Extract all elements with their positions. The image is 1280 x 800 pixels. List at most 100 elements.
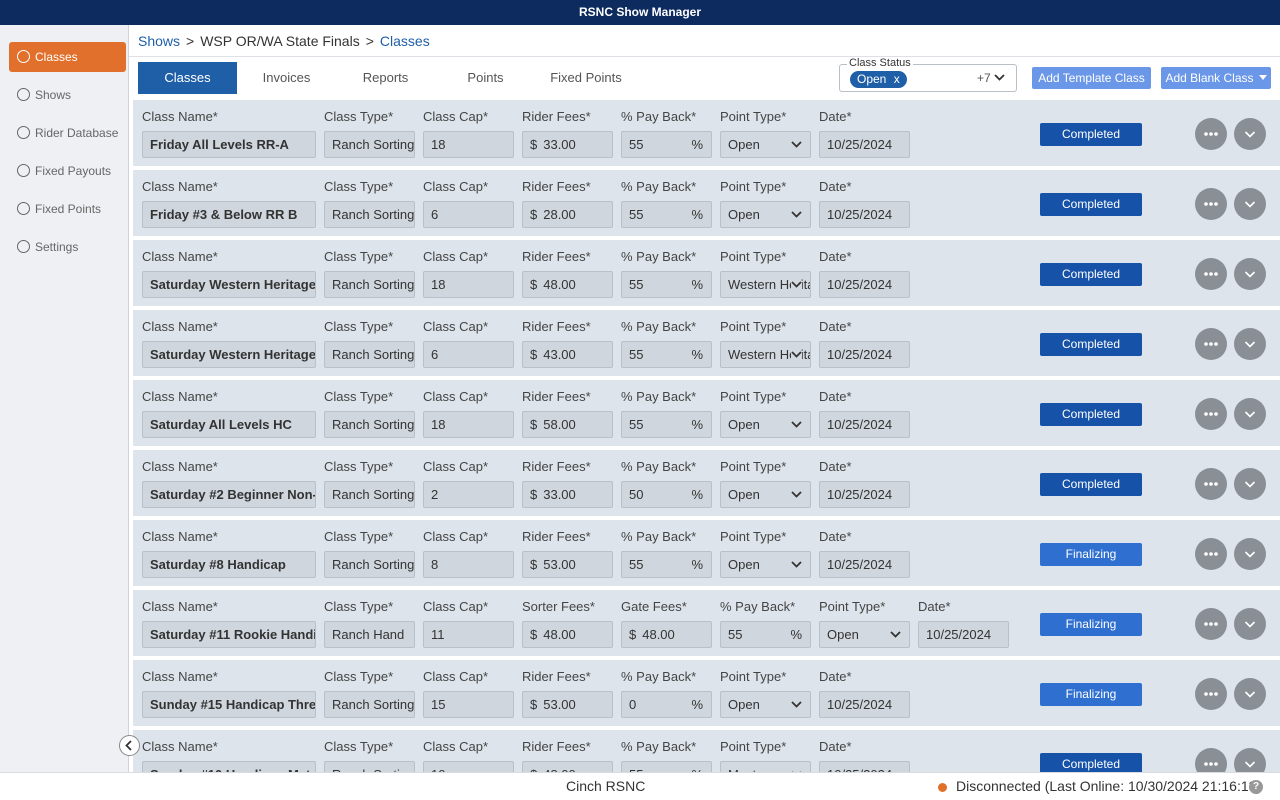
action-button[interactable]: Add Blank Class: [1161, 67, 1271, 89]
expand-button[interactable]: [1234, 188, 1266, 220]
filter-chip[interactable]: Open x: [850, 71, 907, 88]
field-input[interactable]: Ranch Sorting: [324, 201, 415, 228]
nav-item[interactable]: Classes: [9, 42, 126, 72]
status-badge[interactable]: Completed: [1040, 403, 1142, 426]
nav-item[interactable]: Fixed Points: [9, 194, 126, 224]
more-button[interactable]: [1195, 538, 1227, 570]
help[interactable]: ?: [1249, 780, 1263, 794]
more-button[interactable]: [1195, 608, 1227, 640]
field-input[interactable]: Friday #3 & Below RR B: [142, 201, 316, 228]
field-input[interactable]: Ranch Sorting: [324, 551, 415, 578]
tab[interactable]: Fixed Points: [550, 70, 622, 85]
field-input[interactable]: 55%: [621, 201, 712, 228]
field-input[interactable]: 10/25/2024: [918, 621, 1009, 648]
field-input[interactable]: $58.00: [522, 411, 613, 438]
field-input[interactable]: Open: [720, 201, 811, 228]
field-input[interactable]: 2: [423, 481, 514, 508]
field-input[interactable]: Open: [819, 621, 910, 648]
more-button[interactable]: [1195, 398, 1227, 430]
field-input[interactable]: 55%: [621, 341, 712, 368]
field-input[interactable]: 10/25/2024: [819, 341, 910, 368]
nav-item[interactable]: Rider Database: [9, 118, 126, 148]
field-input[interactable]: 6: [423, 201, 514, 228]
field-input[interactable]: Western Heritage: [720, 271, 811, 298]
nav-item[interactable]: Fixed Payouts: [9, 156, 126, 186]
status-badge[interactable]: Completed: [1040, 333, 1142, 356]
field-input[interactable]: Western Heritage: [720, 341, 811, 368]
status-badge[interactable]: Completed: [1040, 753, 1142, 772]
tab[interactable]: Points: [467, 70, 504, 85]
nav-item[interactable]: Shows: [9, 80, 126, 110]
field-input[interactable]: Saturday #2 Beginner Non-: [142, 481, 316, 508]
more-button[interactable]: [1195, 678, 1227, 710]
expand-button[interactable]: [1234, 678, 1266, 710]
tab[interactable]: Invoices: [262, 70, 311, 85]
status-badge[interactable]: Completed: [1040, 473, 1142, 496]
field-input[interactable]: Saturday Western Heritage: [142, 271, 316, 298]
expand-button[interactable]: [1234, 118, 1266, 150]
field-input[interactable]: 10/25/2024: [819, 271, 910, 298]
field-input[interactable]: Open: [720, 481, 811, 508]
field-input[interactable]: 55%: [720, 621, 811, 648]
field-input[interactable]: 10/25/2024: [819, 131, 910, 158]
field-input[interactable]: $48.00: [522, 761, 613, 772]
field-input[interactable]: Open: [720, 131, 811, 158]
field-input[interactable]: 10/25/2024: [819, 201, 910, 228]
tab[interactable]: Classes: [138, 62, 237, 94]
field-input[interactable]: Open: [720, 551, 811, 578]
expand-button[interactable]: [1234, 748, 1266, 772]
field-input[interactable]: Master: [720, 761, 811, 772]
field-input[interactable]: 10/25/2024: [819, 411, 910, 438]
field-input[interactable]: Ranch Sorting: [324, 691, 415, 718]
field-input[interactable]: 55%: [621, 271, 712, 298]
field-input[interactable]: Ranch Sorting: [324, 761, 415, 772]
field-input[interactable]: Saturday Western Heritage: [142, 341, 316, 368]
expand-button[interactable]: [1234, 608, 1266, 640]
field-input[interactable]: $43.00: [522, 341, 613, 368]
field-input[interactable]: Ranch Sorting: [324, 271, 415, 298]
nav-item[interactable]: Settings: [9, 232, 126, 262]
field-input[interactable]: Ranch Sorting: [324, 131, 415, 158]
field-input[interactable]: $33.00: [522, 131, 613, 158]
field-input[interactable]: 11: [423, 621, 514, 648]
field-input[interactable]: $48.00: [621, 621, 712, 648]
field-input[interactable]: Saturday #11 Rookie Handic: [142, 621, 316, 648]
field-input[interactable]: 18: [423, 131, 514, 158]
field-input[interactable]: 15: [423, 691, 514, 718]
more-button[interactable]: [1195, 748, 1227, 772]
field-input[interactable]: 10: [423, 761, 514, 772]
more-button[interactable]: [1195, 258, 1227, 290]
field-input[interactable]: $48.00: [522, 621, 613, 648]
field-input[interactable]: Friday All Levels RR-A: [142, 131, 316, 158]
field-input[interactable]: 55%: [621, 411, 712, 438]
field-input[interactable]: Ranch Sorting: [324, 411, 415, 438]
field-input[interactable]: 55%: [621, 551, 712, 578]
field-input[interactable]: Open: [720, 691, 811, 718]
expand-button[interactable]: [1234, 398, 1266, 430]
chip-remove[interactable]: x: [893, 72, 900, 86]
field-input[interactable]: 0%: [621, 691, 712, 718]
field-input[interactable]: $28.00: [522, 201, 613, 228]
collapse-button[interactable]: [119, 735, 140, 756]
status-badge[interactable]: Finalizing: [1040, 543, 1142, 566]
field-input[interactable]: Open: [720, 411, 811, 438]
field-input[interactable]: $53.00: [522, 691, 613, 718]
status-badge[interactable]: Finalizing: [1040, 683, 1142, 706]
tab[interactable]: Reports: [362, 70, 409, 85]
field-input[interactable]: 55%: [621, 131, 712, 158]
field-input[interactable]: 50%: [621, 481, 712, 508]
field-input[interactable]: 55%: [621, 761, 712, 772]
status-filter[interactable]: Class Status Open x +7: [839, 57, 1017, 92]
expand-button[interactable]: [1234, 468, 1266, 500]
expand-button[interactable]: [1234, 258, 1266, 290]
action-button[interactable]: Add Template Class: [1032, 67, 1151, 89]
field-input[interactable]: $33.00: [522, 481, 613, 508]
field-input[interactable]: Ranch Sorting: [324, 481, 415, 508]
status-badge[interactable]: Finalizing: [1040, 613, 1142, 636]
more-button[interactable]: [1195, 188, 1227, 220]
field-input[interactable]: 6: [423, 341, 514, 368]
field-input[interactable]: Ranch Sorting: [324, 341, 415, 368]
more-button[interactable]: [1195, 468, 1227, 500]
field-input[interactable]: 18: [423, 271, 514, 298]
status-badge[interactable]: Completed: [1040, 193, 1142, 216]
